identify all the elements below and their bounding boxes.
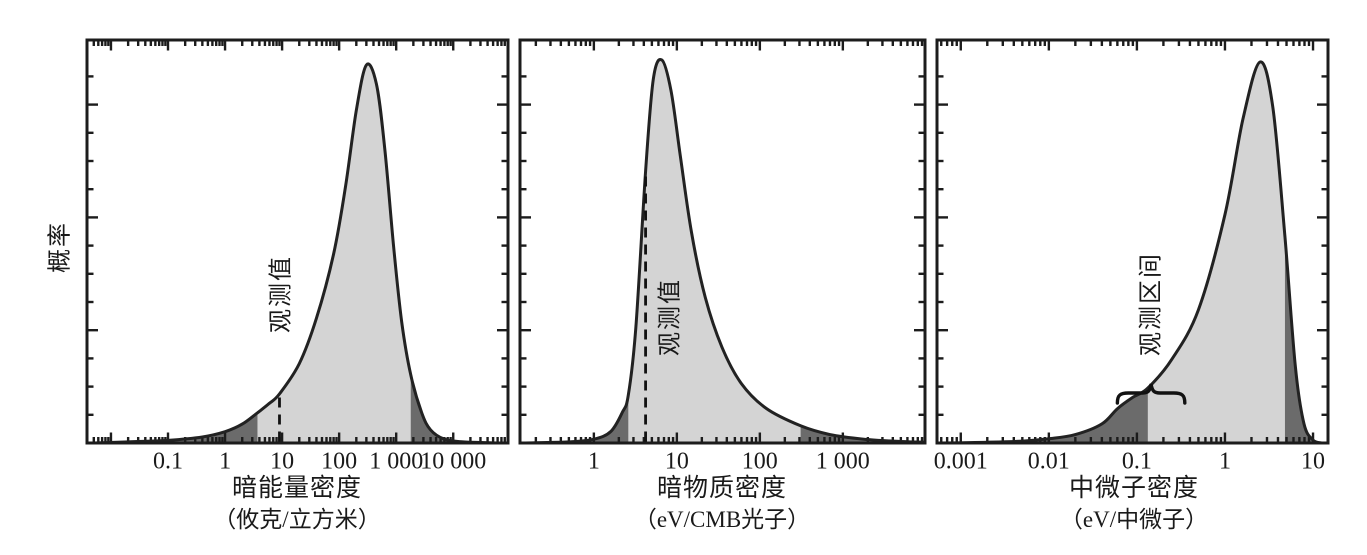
x-axis-unit-dark-energy: （攸克/立方米） — [213, 507, 381, 532]
x-axis-title-dark-energy: 暗能量密度 — [231, 475, 363, 502]
observed-value-label-dark-energy: 观测值 — [268, 255, 295, 333]
plot-frame-dark-energy — [85, 38, 510, 445]
x-tick-label-dark-energy: 1 000 — [369, 448, 424, 475]
x-axis-unit-neutrino: （eV/中微子） — [1059, 507, 1209, 532]
x-tick-label-neutrino: 0.01 — [1027, 448, 1070, 475]
x-axis-title-neutrino: 中微子密度 — [1068, 475, 1200, 502]
observed-value-label-dark-matter: 观测值 — [657, 278, 684, 356]
x-tick-label-dark-energy: 100 — [321, 448, 358, 475]
x-tick-label-dark-matter: 10 — [664, 448, 689, 475]
probability-curve-dark-energy — [93, 62, 498, 445]
plot-frame-dark-matter — [518, 38, 927, 445]
x-tick-label-neutrino: 0.001 — [933, 448, 988, 475]
x-tick-label-dark-energy: 0.1 — [153, 448, 183, 475]
x-axis-unit-dark-matter: （eV/CMB光子） — [633, 507, 811, 532]
distribution-area-likely-dark-matter — [628, 59, 801, 443]
x-tick-label-dark-energy: 10 — [270, 448, 295, 475]
x-tick-label-neutrino: 1 — [1219, 448, 1231, 475]
x-tick-label-dark-matter: 100 — [741, 448, 778, 475]
observed-interval-brace-neutrino — [1115, 383, 1187, 405]
probability-curve-dark-matter — [525, 58, 926, 445]
y-axis-label: 概率 — [47, 221, 74, 273]
x-tick-label-dark-matter: 1 — [587, 448, 600, 475]
observed-interval-label-neutrino: 观测区间 — [1138, 252, 1165, 356]
distribution-area-likely-dark-energy — [257, 63, 411, 443]
plot-frame-neutrino — [935, 38, 1330, 445]
x-tick-label-dark-energy: 10 000 — [420, 448, 487, 475]
x-tick-label-dark-energy: 1 — [219, 448, 232, 475]
probability-curve-neutrino — [937, 60, 1323, 445]
x-tick-label-dark-matter: 1 000 — [815, 448, 870, 475]
x-tick-label-neutrino: 10 — [1301, 448, 1325, 475]
x-axis-title-dark-matter: 暗物质密度 — [656, 475, 788, 502]
x-tick-label-neutrino: 0.1 — [1121, 448, 1152, 475]
